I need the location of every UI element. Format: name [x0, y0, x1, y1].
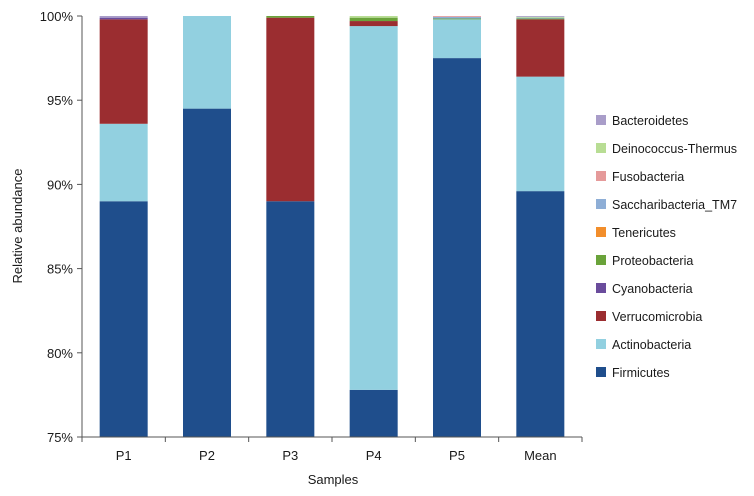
legend-swatch-tenericutes: [596, 227, 606, 237]
bar-segment-mean-bacteroidetes: [516, 16, 565, 17]
legend-label-proteobacteria: Proteobacteria: [612, 254, 693, 268]
bar-segment-mean-actinobacteria: [516, 76, 565, 192]
y-tick-label: 85%: [47, 262, 73, 277]
legend: Bacteroidetes Deinococcus-Thermus Fusobact…: [596, 114, 737, 380]
legend-swatch-fusobacteria: [596, 171, 606, 181]
bar-segment-p1-firmicutes: [99, 201, 148, 437]
bar-segment-mean-saccharibacteria-tm7: [516, 17, 565, 19]
bar-segment-p2-actinobacteria: [183, 16, 231, 109]
x-tick-label: P5: [449, 448, 465, 463]
bar-segment-p4-actinobacteria: [349, 26, 398, 390]
bar-segment-p5-fusobacteria: [433, 16, 481, 17]
y-axis-title: Relative abundance: [10, 169, 25, 284]
bar-segment-mean-firmicutes: [516, 191, 565, 437]
x-tick-label: P4: [366, 448, 382, 463]
x-tick-label: P2: [199, 448, 215, 463]
x-tick-label: Mean: [524, 448, 557, 463]
y-tick-label: 75%: [47, 430, 73, 445]
x-tick-label: P1: [116, 448, 132, 463]
legend-label-verrucomicrobia: Verrucomicrobia: [612, 310, 702, 324]
y-tick-label: 80%: [47, 346, 73, 361]
legend-label-deinococcus-thermus: Deinococcus-Thermus: [612, 142, 737, 156]
legend-label-cyanobacteria: Cyanobacteria: [612, 282, 693, 296]
bar-segment-p5-proteobacteria: [433, 18, 481, 20]
bar-segment-p1-cyanobacteria: [99, 17, 148, 20]
bar-segment-p1-bacteroidetes: [99, 16, 148, 18]
y-ticks: 75% 80% 85% 90% 95% 100%: [40, 9, 82, 445]
legend-label-actinobacteria: Actinobacteria: [612, 338, 691, 352]
bars-layer: [99, 16, 565, 438]
x-tick-label: P3: [282, 448, 298, 463]
bar-segment-p4-deinococcus-thermus: [349, 16, 398, 18]
bar-segment-p3-firmicutes: [266, 201, 315, 437]
bar-segment-p1-actinobacteria: [99, 123, 148, 202]
x-ticks: P1 P2 P3 P4 P5 Mean: [81, 437, 583, 463]
legend-swatch-firmicutes: [596, 367, 606, 377]
bar-segment-mean-proteobacteria: [516, 18, 565, 20]
bar-segment-p3-verrucomicrobia: [266, 17, 315, 202]
legend-swatch-proteobacteria: [596, 255, 606, 265]
legend-swatch-deinococcus-thermus: [596, 143, 606, 153]
bar-segment-p4-verrucomicrobia: [349, 21, 398, 27]
y-tick-label: 95%: [47, 93, 73, 108]
y-tick-label: 100%: [40, 9, 74, 24]
bar-segment-mean-deinococcus-thermus: [516, 16, 565, 18]
legend-label-bacteroidetes: Bacteroidetes: [612, 114, 688, 128]
legend-swatch-verrucomicrobia: [596, 311, 606, 321]
legend-label-tenericutes: Tenericutes: [612, 226, 676, 240]
legend-label-fusobacteria: Fusobacteria: [612, 170, 684, 184]
bar-segment-p3-proteobacteria: [266, 16, 315, 18]
bar-segment-p4-proteobacteria: [349, 17, 398, 22]
bar-segment-p5-actinobacteria: [433, 19, 481, 59]
bar-segment-mean-verrucomicrobia: [516, 19, 565, 77]
legend-swatch-actinobacteria: [596, 339, 606, 349]
legend-swatch-saccharibacteria-tm7: [596, 199, 606, 209]
legend-swatch-cyanobacteria: [596, 283, 606, 293]
legend-label-saccharibacteria-tm7: Saccharibacteria_TM7: [612, 198, 737, 212]
bar-segment-p2-firmicutes: [183, 108, 231, 438]
axes-layer: [81, 16, 582, 438]
bar-segment-p1-verrucomicrobia: [99, 19, 148, 124]
y-tick-label: 90%: [47, 177, 73, 192]
x-axis-title: Samples: [308, 472, 359, 487]
legend-label-firmicutes: Firmicutes: [612, 366, 670, 380]
bar-segment-p4-firmicutes: [349, 389, 398, 437]
bar-segment-p5-saccharibacteria-tm7: [433, 16, 481, 19]
bar-segment-p5-firmicutes: [433, 58, 481, 437]
legend-swatch-bacteroidetes: [596, 115, 606, 125]
